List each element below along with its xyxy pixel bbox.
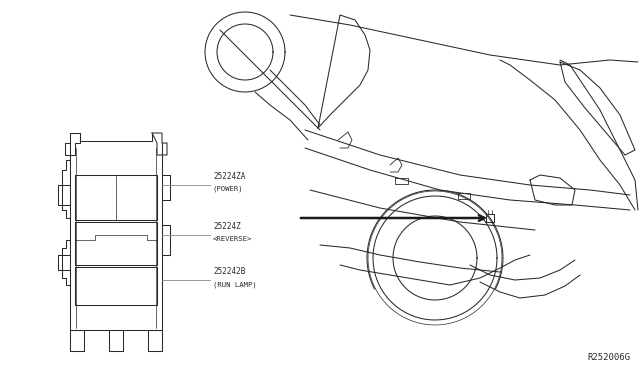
Text: <REVERSE>: <REVERSE> (213, 236, 252, 242)
Text: 25224ZA: 25224ZA (213, 172, 245, 181)
Text: 252242B: 252242B (213, 267, 245, 276)
Text: R252006G: R252006G (587, 353, 630, 362)
Text: (RUN LAMP): (RUN LAMP) (213, 281, 257, 288)
Text: 25224Z: 25224Z (213, 222, 241, 231)
Text: (POWER): (POWER) (213, 186, 244, 192)
